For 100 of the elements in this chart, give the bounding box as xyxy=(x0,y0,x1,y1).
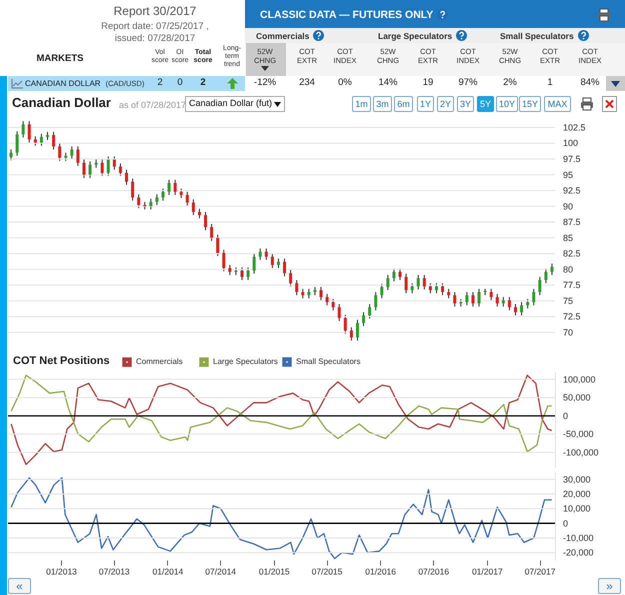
candlestick xyxy=(228,264,232,276)
y-tick-label: 92.5 xyxy=(563,186,581,196)
candlestick xyxy=(52,131,56,150)
text: CANADIAN DOLLAR xyxy=(25,79,101,88)
text: 1 xyxy=(546,77,554,89)
candlestick xyxy=(216,234,220,257)
y-tick-label: 100 xyxy=(563,138,578,148)
x-tick-label: 01/2017 xyxy=(472,566,503,576)
legend-label: Small Speculators xyxy=(296,357,360,366)
candlestick xyxy=(520,302,524,316)
candlestick xyxy=(447,288,450,299)
y-tick-label: 97.5 xyxy=(563,154,581,164)
candlestick xyxy=(496,293,499,308)
candlestick xyxy=(10,149,13,161)
candlestick xyxy=(544,268,548,284)
candlestick xyxy=(22,120,25,138)
y-tick-label: 102.5 xyxy=(563,122,586,132)
text: 2 xyxy=(199,77,207,89)
candlestick xyxy=(295,280,298,296)
candlestick xyxy=(106,156,110,177)
y-tick-label: -10,000 xyxy=(563,533,594,543)
candlestick xyxy=(82,159,86,178)
candlestick xyxy=(532,288,536,306)
y-tick-label: 77.5 xyxy=(563,280,581,290)
text: 3m xyxy=(373,96,392,112)
candlestick xyxy=(283,258,286,277)
candlestick xyxy=(204,211,208,231)
candlestick xyxy=(374,292,378,311)
text: 1m xyxy=(352,96,371,112)
candlestick xyxy=(465,292,468,306)
text: 84% xyxy=(579,77,600,89)
candlestick xyxy=(149,198,152,210)
candlestick xyxy=(155,194,158,206)
candlestick xyxy=(168,179,171,196)
y-tick-label: 80 xyxy=(563,264,574,274)
text: 2Y xyxy=(437,96,454,112)
y-tick-label: -100,000 xyxy=(563,447,599,458)
candlestick xyxy=(240,266,244,281)
x-tick-label: 01/2016 xyxy=(365,566,396,576)
text: CLASSIC DATA — FUTURES ONLY xyxy=(260,9,434,22)
chart-title: Canadian Dollar xyxy=(12,95,111,111)
candlestick xyxy=(192,198,195,216)
candlestick xyxy=(264,248,268,260)
candlestick xyxy=(40,133,43,146)
x-tick-label: 01/2015 xyxy=(258,566,290,576)
candlestick xyxy=(161,188,164,202)
candlestick xyxy=(344,314,347,334)
text: 2% xyxy=(502,77,518,89)
text: 5Y xyxy=(477,96,494,112)
text: MARKETS xyxy=(36,53,84,65)
candlestick xyxy=(386,274,390,291)
candlestick xyxy=(58,142,62,162)
text: 97% xyxy=(457,77,478,89)
text: 14% xyxy=(377,77,398,89)
y-tick-label: -50,000 xyxy=(563,429,594,440)
text: » xyxy=(598,578,621,594)
candlestick xyxy=(398,268,402,281)
candlestick xyxy=(28,120,31,144)
candlestick xyxy=(100,159,104,177)
y-tick-label: 87.5 xyxy=(563,217,581,228)
x-tick-label: 07/2017 xyxy=(524,566,556,576)
candlestick xyxy=(276,258,280,269)
candlestick xyxy=(392,268,396,282)
text: 2 xyxy=(156,77,164,89)
text: 234 xyxy=(298,77,316,89)
candlestick xyxy=(88,161,92,178)
y-tick-label: 0 xyxy=(563,410,568,421)
x-tick-label: 01/2013 xyxy=(46,566,78,576)
candlestick xyxy=(428,282,432,294)
chart-subtitle: as of 07/28/2017 xyxy=(119,100,186,110)
candlestick xyxy=(34,136,37,146)
candlestick xyxy=(289,269,292,287)
x-tick-label: 07/2015 xyxy=(312,566,343,576)
candlestick xyxy=(222,249,226,272)
candlestick xyxy=(490,288,493,301)
candlestick xyxy=(186,191,189,206)
text: 15Y xyxy=(519,96,541,112)
candlestick xyxy=(550,263,554,276)
candlestick xyxy=(112,156,116,170)
candlestick xyxy=(471,292,474,308)
line-series xyxy=(10,477,552,560)
text: 6m xyxy=(394,96,413,112)
text: Report 30/2017 xyxy=(112,4,198,19)
text: 1Y xyxy=(417,96,434,112)
candlestick xyxy=(198,208,201,219)
legend-label: Commercials xyxy=(136,357,183,366)
text: Small Speculators xyxy=(500,30,575,42)
candlestick xyxy=(380,283,384,299)
candlestick xyxy=(326,293,329,306)
candlestick xyxy=(174,179,177,196)
y-tick-label: 20,000 xyxy=(563,489,591,499)
candlestick xyxy=(210,223,214,242)
y-tick-label: 75 xyxy=(563,296,574,306)
candlestick xyxy=(526,298,530,309)
candlestick xyxy=(258,248,262,260)
candlestick xyxy=(514,304,517,316)
text: MAX xyxy=(544,96,571,112)
candlestick xyxy=(16,130,19,156)
candlestick xyxy=(362,312,366,327)
candlestick xyxy=(70,146,74,160)
